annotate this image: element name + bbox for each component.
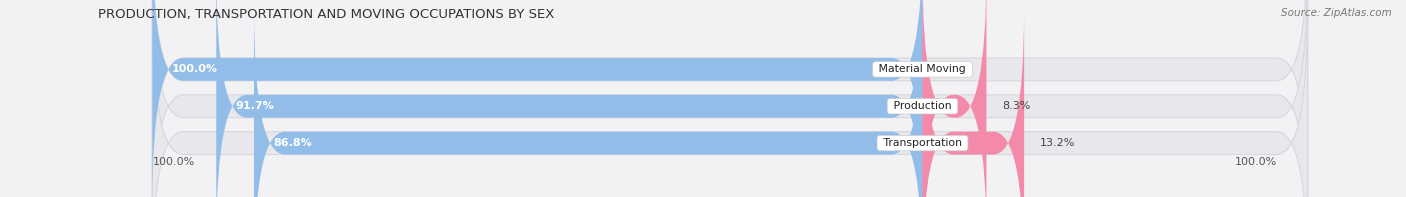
Text: PRODUCTION, TRANSPORTATION AND MOVING OCCUPATIONS BY SEX: PRODUCTION, TRANSPORTATION AND MOVING OC… xyxy=(98,8,555,21)
FancyBboxPatch shape xyxy=(922,0,987,197)
Text: 86.8%: 86.8% xyxy=(273,138,312,148)
Text: Production: Production xyxy=(890,101,955,111)
FancyBboxPatch shape xyxy=(254,7,922,197)
Text: Source: ZipAtlas.com: Source: ZipAtlas.com xyxy=(1281,8,1392,18)
Text: 100.0%: 100.0% xyxy=(152,157,194,166)
Text: 13.2%: 13.2% xyxy=(1039,138,1076,148)
FancyBboxPatch shape xyxy=(152,0,1308,197)
Text: 8.3%: 8.3% xyxy=(1002,101,1031,111)
Text: 0.0%: 0.0% xyxy=(938,64,966,74)
FancyBboxPatch shape xyxy=(217,0,922,197)
FancyBboxPatch shape xyxy=(922,7,1024,197)
Text: 100.0%: 100.0% xyxy=(1234,157,1277,166)
FancyBboxPatch shape xyxy=(152,0,1308,197)
Text: Material Moving: Material Moving xyxy=(876,64,970,74)
FancyBboxPatch shape xyxy=(152,7,1308,197)
Text: 91.7%: 91.7% xyxy=(236,101,274,111)
Text: Transportation: Transportation xyxy=(880,138,966,148)
FancyBboxPatch shape xyxy=(152,0,922,197)
Text: 100.0%: 100.0% xyxy=(172,64,218,74)
